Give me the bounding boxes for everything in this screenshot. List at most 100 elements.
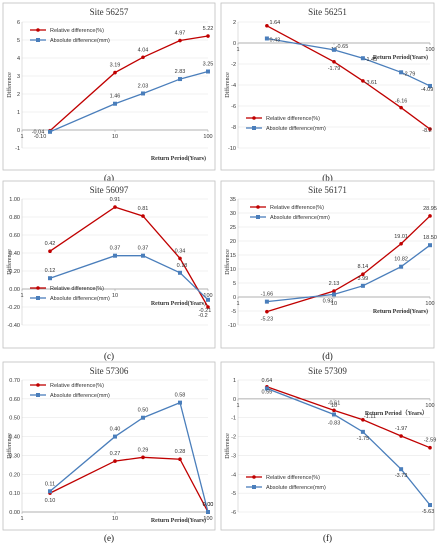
legend-marker: [256, 215, 260, 219]
x-tick-label: 100: [203, 293, 212, 299]
chart-title: Site 57306: [90, 366, 129, 376]
data-label: 0.93: [323, 298, 334, 304]
data-label: 0.00: [203, 502, 214, 508]
data-label: -5.23: [261, 317, 274, 323]
data-label: -8.2: [422, 128, 431, 134]
data-label: 0.50: [138, 408, 149, 414]
y-tick-label: 30: [230, 211, 236, 217]
data-label: 5.22: [203, 26, 214, 32]
x-axis-label: Return Period(Years): [373, 308, 428, 315]
y-tick-label: 4: [17, 56, 20, 62]
data-label: 18.50: [423, 235, 437, 241]
legend-label: Absolute difference(mm): [266, 126, 326, 132]
data-point: [206, 34, 210, 38]
x-tick-label: 10: [112, 134, 118, 140]
data-point: [361, 417, 365, 422]
legend-marker: [256, 205, 260, 209]
data-point: [140, 91, 145, 96]
data-point: [399, 467, 404, 472]
data-label: 3.25: [203, 62, 214, 68]
panel-caption: (c): [104, 351, 114, 361]
data-point: [206, 69, 210, 74]
data-point: [178, 77, 183, 82]
chart-title: Site 56251: [308, 7, 347, 17]
legend-label: Absolute difference(mm): [270, 215, 330, 221]
y-tick-label: -1: [231, 416, 236, 422]
y-tick-label: 10: [230, 267, 236, 273]
y-tick-label: -10: [228, 323, 236, 329]
y-tick-label: 35: [230, 197, 236, 203]
legend-label: Relative difference(%): [266, 475, 320, 481]
data-label: 0.34: [175, 248, 186, 254]
x-tick-label: 100: [425, 301, 434, 307]
data-label: -0.04: [32, 130, 45, 136]
data-label: -4.09: [421, 87, 434, 93]
data-label: 28.95: [423, 206, 437, 212]
x-axis-label: Return Period(Years): [151, 517, 206, 524]
x-tick-label: 10: [112, 516, 118, 522]
data-point: [113, 205, 117, 209]
legend-marker: [36, 286, 40, 290]
data-label: -1.66: [261, 292, 274, 298]
x-tick-label: 10: [112, 293, 118, 299]
y-tick-label: -5: [231, 309, 236, 315]
data-label: 0.29: [138, 447, 149, 453]
legend-label: Relative difference(%): [270, 205, 324, 211]
y-tick-label: -6: [231, 104, 236, 110]
panel-frame: [220, 361, 435, 531]
y-tick-label: 6: [17, 20, 20, 26]
y-tick-label: 0.70: [9, 378, 20, 384]
data-label: -0.83: [328, 421, 341, 427]
panel-frame: [2, 361, 216, 531]
legend-marker: [36, 38, 40, 42]
legend-label: Relative difference(%): [50, 28, 104, 34]
data-point: [428, 243, 432, 248]
data-point: [264, 36, 269, 41]
legend-label: Relative difference(%): [50, 383, 104, 389]
data-label: 8.14: [358, 264, 369, 270]
data-point: [264, 386, 269, 391]
data-point: [113, 459, 117, 463]
data-point: [360, 283, 365, 288]
legend-marker: [252, 126, 256, 130]
y-tick-label: -6: [231, 510, 236, 516]
data-point: [332, 47, 336, 52]
data-label: -6.16: [395, 99, 408, 105]
data-point: [178, 270, 183, 275]
data-label: 3.99: [358, 276, 369, 282]
panel-frame: [2, 180, 216, 349]
y-tick-label: 0: [17, 128, 20, 134]
y-tick-label: 2: [17, 92, 20, 98]
y-tick-label: -10: [228, 146, 236, 152]
data-point: [399, 105, 403, 110]
data-point: [113, 434, 117, 439]
legend-marker: [252, 485, 256, 489]
y-tick-label: -2: [231, 435, 236, 441]
y-tick-label: 5: [233, 281, 236, 287]
data-label: -0.61: [328, 400, 341, 406]
data-label: -0.21: [199, 308, 212, 314]
data-point: [48, 249, 52, 253]
x-axis-label: Return Period(Years): [373, 54, 428, 61]
legend-marker: [252, 475, 256, 479]
x-tick-label: 100: [425, 47, 434, 53]
y-tick-label: 0.60: [9, 233, 20, 239]
x-tick-label: 1: [20, 293, 23, 299]
x-tick-label: 100: [425, 403, 434, 409]
legend-label: Absolute difference(mm): [266, 485, 326, 491]
data-label: 0.00: [203, 502, 214, 508]
y-tick-label: 0.40: [9, 435, 20, 441]
y-tick-label: -4: [231, 83, 236, 89]
data-label: 19.01: [394, 234, 408, 240]
data-point: [399, 264, 404, 269]
x-tick-label: 1: [236, 301, 239, 307]
panel-caption: (d): [322, 351, 333, 361]
data-point: [399, 70, 404, 75]
data-label: 4.04: [138, 47, 149, 53]
data-label: 0.37: [110, 246, 121, 252]
data-label: -1.11: [364, 414, 376, 420]
data-point: [360, 429, 365, 434]
data-point: [47, 489, 52, 494]
data-label: 0.11: [45, 481, 55, 487]
data-label: -2.79: [403, 71, 416, 77]
